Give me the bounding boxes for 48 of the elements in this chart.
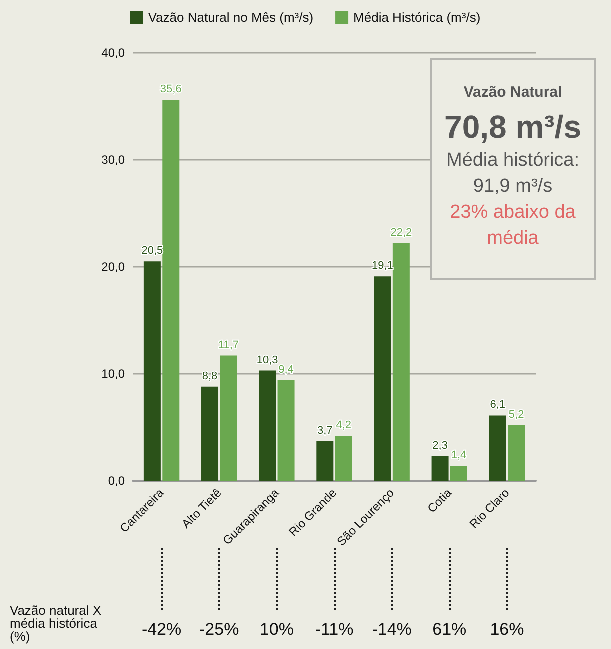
- y-tick-label: 0,0: [108, 474, 126, 488]
- bar: [508, 425, 526, 481]
- bar: [450, 466, 468, 481]
- data-label: 20,5: [142, 245, 164, 258]
- bar: [202, 386, 219, 481]
- text: 16%: [490, 620, 524, 640]
- data-label: 4,2: [336, 420, 352, 432]
- text: -42%: [142, 620, 182, 640]
- text: 61%: [432, 620, 467, 640]
- bar: [335, 436, 352, 481]
- text: -25%: [200, 620, 240, 640]
- text: 10%: [260, 620, 294, 640]
- data-label: 10,3: [256, 354, 278, 366]
- annotation: Vazão Natural: [462, 83, 564, 103]
- data-label: 8,8: [202, 370, 218, 382]
- data-label: 22,2: [390, 226, 412, 239]
- text: Vazão natural X média histórica (%): [10, 603, 103, 644]
- bar: [162, 100, 180, 481]
- data-label: 5,2: [508, 408, 524, 421]
- annotation: 23% abaixo da média: [449, 201, 577, 251]
- annotation: Média histórica:: [445, 149, 581, 173]
- y-tick-label: 40,0: [102, 46, 126, 60]
- text: -14%: [372, 620, 412, 640]
- y-tick-label: 10,0: [102, 367, 126, 381]
- data-label: 1,4: [451, 450, 467, 462]
- data-label: 6,1: [490, 399, 506, 412]
- bar: [489, 416, 506, 481]
- legend-label: Média Histórica (m³/s): [354, 10, 481, 25]
- bar: [316, 441, 334, 481]
- data-label: 9,4: [278, 364, 294, 376]
- legend-label: Vazão Natural no Mês (m³/s): [148, 10, 314, 25]
- data-label: 35,6: [160, 84, 182, 96]
- bar: [374, 276, 392, 481]
- bar: [278, 380, 295, 481]
- bar: [259, 370, 276, 481]
- bar: [392, 243, 410, 481]
- data-label: 11,7: [218, 339, 240, 352]
- data-label: 2,3: [432, 440, 448, 452]
- data-label: 19,1: [372, 260, 394, 272]
- bar: [220, 356, 238, 481]
- annotation: 91,9 m³/s: [472, 175, 554, 199]
- bar: [144, 262, 161, 481]
- bar: [432, 456, 449, 481]
- annotation: 70,8 m³/s: [444, 108, 582, 147]
- data-label: 3,7: [318, 424, 333, 437]
- y-tick-label: 20,0: [102, 260, 126, 274]
- y-tick-label: 30,0: [102, 153, 126, 167]
- text: -11%: [315, 620, 354, 640]
